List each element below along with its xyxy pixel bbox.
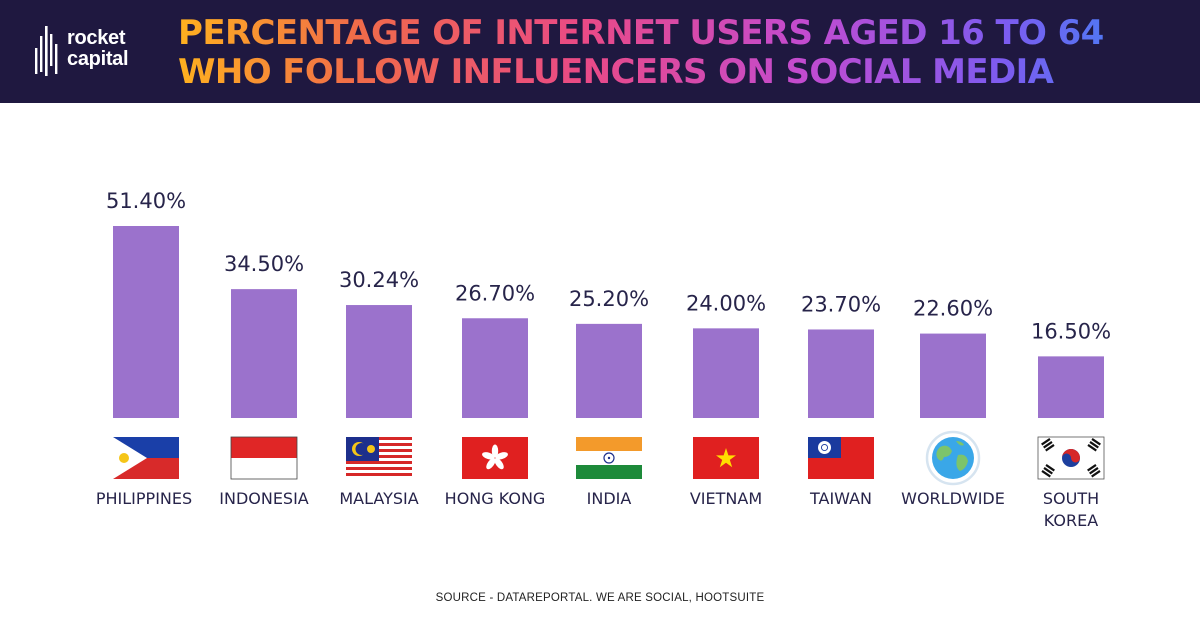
brand-name: rocket capital <box>67 27 129 70</box>
value-label-indonesia: 34.50% <box>224 252 304 276</box>
brand-name-line1: rocket <box>67 27 126 49</box>
category-label-taiwan: TAIWAN <box>809 489 872 508</box>
header-banner: rocket capital PERCENTAGE OF INTERNET US… <box>0 0 1200 103</box>
globe-icon <box>925 430 981 486</box>
page-title: PERCENTAGE OF INTERNET USERS AGED 16 TO … <box>178 14 1188 92</box>
malaysia-flag-icon <box>346 437 412 479</box>
category-label-south-korea-line1: SOUTH <box>1043 489 1099 508</box>
brand-name-line2: capital <box>67 48 129 70</box>
title-line-1: PERCENTAGE OF INTERNET USERS AGED 16 TO … <box>178 13 1104 53</box>
hong-kong-flag-icon <box>462 437 528 479</box>
category-label-malaysia: MALAYSIA <box>339 489 418 508</box>
category-label-south-korea-line2: KOREA <box>1044 511 1098 530</box>
bar-south-korea <box>1038 356 1104 418</box>
bar-chart: 51.40% PHILIPPINES 34.50% INDONESIA 30.24% MA… <box>96 189 1111 530</box>
south-korea-flag-icon <box>1037 436 1105 480</box>
value-label-philippines: 51.40% <box>106 189 186 213</box>
category-label-vietnam: VIETNAM <box>690 489 762 508</box>
category-label-worldwide: WORLDWIDE <box>901 489 1005 508</box>
bar-malaysia <box>346 305 412 418</box>
philippines-flag-icon <box>113 437 179 479</box>
value-label-taiwan: 23.70% <box>801 292 881 316</box>
rocket-logo-icon <box>35 26 58 76</box>
category-label-india: INDIA <box>587 489 632 508</box>
taiwan-flag-icon <box>808 437 874 479</box>
category-label-philippines: PHILIPPINES <box>96 489 192 508</box>
bar-taiwan <box>808 329 874 418</box>
category-label-indonesia: INDONESIA <box>219 489 309 508</box>
vietnam-flag-icon <box>693 437 759 479</box>
category-label-hong-kong: HONG KONG <box>445 489 546 508</box>
bar-india <box>576 323 642 418</box>
bar-vietnam <box>693 328 759 418</box>
indonesia-flag-icon <box>230 436 298 480</box>
brand-logo: rocket capital <box>34 24 144 78</box>
value-label-worldwide: 22.60% <box>913 297 993 321</box>
bar-indonesia <box>231 289 297 418</box>
value-label-india: 25.20% <box>569 287 649 311</box>
source-note: SOURCE - DATAREPORTAL. WE ARE SOCIAL, HO… <box>435 592 765 604</box>
value-label-vietnam: 24.00% <box>686 291 766 315</box>
title-line-2: WHO FOLLOW INFLUENCERS ON SOCIAL MEDIA <box>178 52 1054 92</box>
india-flag-icon <box>576 437 642 479</box>
value-label-south-korea: 16.50% <box>1031 319 1111 343</box>
value-label-malaysia: 30.24% <box>339 268 419 292</box>
value-label-hong-kong: 26.70% <box>455 281 535 305</box>
bar-worldwide <box>920 333 986 418</box>
bar-philippines <box>113 226 179 418</box>
bar-hong-kong <box>462 318 528 418</box>
